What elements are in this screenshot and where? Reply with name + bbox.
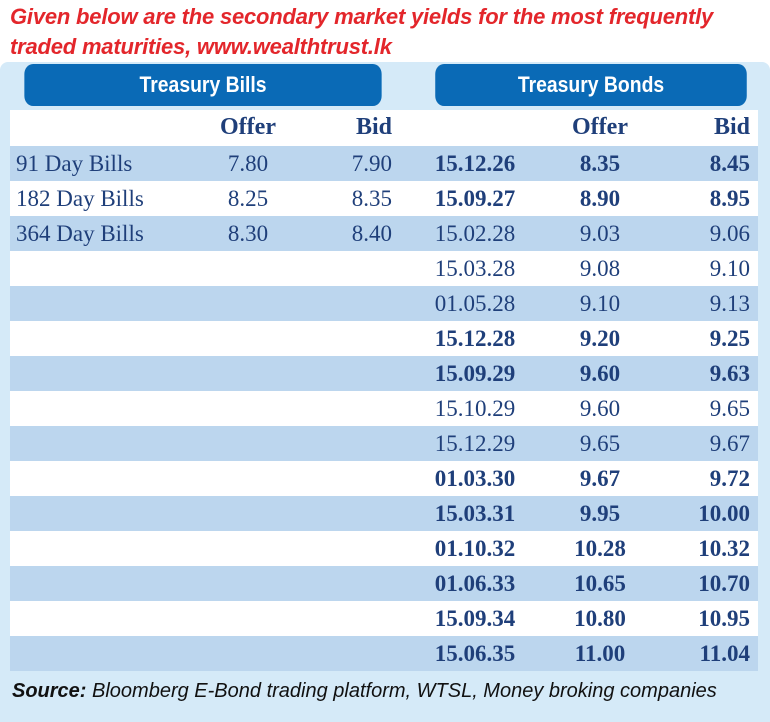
bond-offer: 9.03 bbox=[579, 221, 621, 246]
bill-name: 364 Day Bills bbox=[16, 221, 144, 246]
bond-offer: 8.35 bbox=[579, 151, 621, 176]
bond-bid: 10.70 bbox=[698, 571, 750, 596]
table-row: 15.03.31 9.95 10.00 bbox=[10, 496, 758, 531]
bill-name: 182 Day Bills bbox=[16, 186, 144, 211]
table-row: 364 Day Bills 8.30 8.40 15.02.28 9.03 9.06 bbox=[10, 216, 758, 251]
bond-bid: 9.67 bbox=[709, 431, 750, 456]
bond-bid: 8.95 bbox=[709, 186, 750, 211]
bond-maturity: 15.09.27 bbox=[434, 186, 516, 211]
bonds-bid-header: Bid bbox=[713, 114, 750, 140]
source-note: Source: Bloomberg E-Bond trading platfor… bbox=[12, 676, 717, 706]
bond-offer: 9.95 bbox=[579, 501, 621, 526]
bond-offer: 9.08 bbox=[579, 256, 621, 281]
bond-offer: 9.20 bbox=[579, 326, 621, 351]
bills-offer-header: Offer bbox=[220, 114, 276, 140]
bond-offer: 10.65 bbox=[574, 571, 626, 596]
bond-bid: 10.32 bbox=[698, 536, 750, 561]
table-row: 15.03.28 9.08 9.10 bbox=[10, 251, 758, 286]
bond-maturity: 01.06.33 bbox=[434, 571, 516, 596]
bond-maturity: 15.10.29 bbox=[434, 396, 516, 421]
treasury-bonds-header: Treasury Bonds bbox=[435, 64, 747, 106]
table-row: 01.10.32 10.28 10.32 bbox=[10, 531, 758, 566]
title-line-1: Given below are the secondary market yie… bbox=[10, 4, 714, 29]
bond-bid: 9.63 bbox=[709, 361, 750, 386]
bond-bid: 10.95 bbox=[698, 606, 750, 631]
bond-maturity: 15.12.26 bbox=[434, 151, 516, 176]
bond-offer: 8.90 bbox=[579, 186, 621, 211]
bond-maturity: 15.12.29 bbox=[434, 431, 516, 456]
bond-offer: 10.28 bbox=[574, 536, 626, 561]
bond-bid: 10.00 bbox=[698, 501, 750, 526]
bonds-offer-header: Offer bbox=[572, 114, 628, 140]
bill-name: 91 Day Bills bbox=[16, 151, 133, 176]
bond-maturity: 15.12.28 bbox=[434, 326, 516, 351]
table-row: 15.06.35 11.00 11.04 bbox=[10, 636, 758, 671]
bond-offer: 9.10 bbox=[579, 291, 621, 316]
bond-bid: 8.45 bbox=[709, 151, 750, 176]
bond-maturity: 15.03.28 bbox=[434, 256, 516, 281]
treasury-bills-heading: Treasury Bills bbox=[139, 72, 267, 97]
treasury-bills-header: Treasury Bills bbox=[24, 64, 382, 106]
bond-bid: 9.10 bbox=[709, 256, 750, 281]
treasury-bonds-heading: Treasury Bonds bbox=[517, 72, 665, 97]
table-row: 15.09.34 10.80 10.95 bbox=[10, 601, 758, 636]
yields-table: Offer Bid Offer Bid 91 Day Bills 7.80 7.90… bbox=[10, 110, 758, 671]
bond-offer: 9.60 bbox=[579, 361, 621, 386]
bond-maturity: 15.09.34 bbox=[434, 606, 516, 631]
bill-bid: 7.90 bbox=[351, 151, 392, 176]
source-label: Source: bbox=[12, 680, 87, 702]
column-header-row: Offer Bid Offer Bid bbox=[10, 110, 758, 146]
bond-bid: 9.13 bbox=[709, 291, 750, 316]
bond-bid: 9.25 bbox=[709, 326, 750, 351]
bill-offer: 7.80 bbox=[227, 151, 269, 176]
table-row: 91 Day Bills 7.80 7.90 15.12.26 8.35 8.45 bbox=[10, 146, 758, 181]
table-row: 01.05.28 9.10 9.13 bbox=[10, 286, 758, 321]
bond-maturity: 15.06.35 bbox=[434, 641, 516, 666]
table-row: 01.06.33 10.65 10.70 bbox=[10, 566, 758, 601]
table-row: 01.03.30 9.67 9.72 bbox=[10, 461, 758, 496]
source-text: Bloomberg E-Bond trading platform, WTSL,… bbox=[86, 680, 717, 702]
bond-bid: 9.72 bbox=[709, 466, 750, 491]
bond-offer: 9.60 bbox=[579, 396, 621, 421]
bill-bid: 8.35 bbox=[351, 186, 392, 211]
bond-maturity: 01.10.32 bbox=[434, 536, 516, 561]
bond-maturity: 01.05.28 bbox=[434, 291, 516, 316]
bill-offer: 8.30 bbox=[227, 221, 269, 246]
bond-maturity: 15.09.29 bbox=[434, 361, 516, 386]
table-row: 15.12.29 9.65 9.67 bbox=[10, 426, 758, 461]
bond-offer: 9.65 bbox=[579, 431, 621, 456]
bond-offer: 10.80 bbox=[574, 606, 626, 631]
table-row: 15.10.29 9.60 9.65 bbox=[10, 391, 758, 426]
bills-bid-header: Bid bbox=[355, 114, 392, 140]
bond-maturity: 15.03.31 bbox=[434, 501, 516, 526]
table-row: 182 Day Bills 8.25 8.35 15.09.27 8.90 8.95 bbox=[10, 181, 758, 216]
bond-maturity: 01.03.30 bbox=[434, 466, 516, 491]
table-row: 15.12.28 9.20 9.25 bbox=[10, 321, 758, 356]
bond-bid: 9.65 bbox=[709, 396, 750, 421]
bond-maturity: 15.02.28 bbox=[434, 221, 516, 246]
bill-offer: 8.25 bbox=[227, 186, 269, 211]
bond-bid: 11.04 bbox=[699, 641, 750, 666]
table-row: 15.09.29 9.60 9.63 bbox=[10, 356, 758, 391]
bill-bid: 8.40 bbox=[351, 221, 392, 246]
bond-bid: 9.06 bbox=[709, 221, 750, 246]
page-title: Given below are the secondary market yie… bbox=[10, 2, 713, 62]
bond-offer: 9.67 bbox=[579, 466, 621, 491]
title-line-2: traded maturities, www.wealthtrust.lk bbox=[10, 34, 392, 59]
bond-offer: 11.00 bbox=[574, 641, 626, 666]
